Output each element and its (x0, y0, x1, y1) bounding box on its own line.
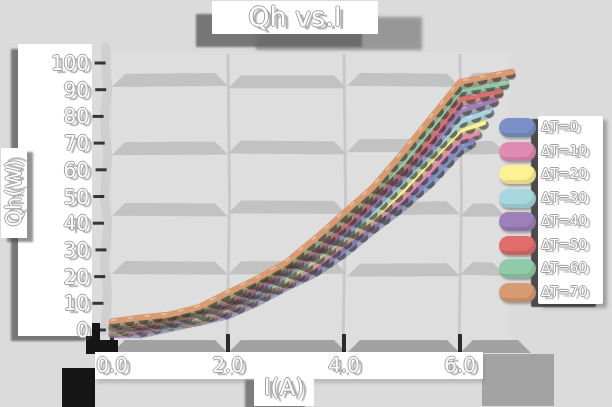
y-tick-label: 70 (63, 131, 89, 156)
y-tick-label: 10 (63, 291, 89, 316)
x-tick-label: 0.0 (96, 353, 128, 377)
x-axis-spine-segment (112, 340, 228, 353)
curve-line (109, 68, 516, 325)
v-gridline (341, 53, 348, 347)
legend-label: ΔT=20 (541, 166, 587, 182)
y-tick-label: 90 (63, 77, 89, 102)
h-gridline-band (460, 203, 506, 217)
legend-entry: ΔT=60 (538, 257, 603, 281)
h-gridline-band (112, 202, 228, 217)
legend-label: ΔT=10 (541, 142, 587, 159)
y-tick-label: 50 (63, 184, 89, 209)
y-tick-label: 30 (63, 237, 89, 262)
h-gridline-band (112, 260, 228, 275)
y-tick-label: 100 (50, 51, 89, 75)
y-tick-label: 40 (63, 211, 89, 236)
legend-label: ΔT=30 (541, 189, 587, 206)
label-shadow-block (62, 368, 95, 407)
h-gridline-band (228, 200, 347, 214)
legend-swatch (499, 118, 536, 137)
legend-entry: ΔT=10 (538, 140, 603, 164)
h-gridline-band (347, 263, 460, 277)
legend-swatch (499, 235, 536, 255)
y-axis-spine (99, 42, 113, 336)
legend-label: ΔT=60 (541, 260, 587, 276)
legend-entry: ΔT=20 (538, 163, 603, 187)
legend-swatch (499, 282, 536, 302)
chart-title: Qh vs.I (212, 1, 378, 34)
h-gridline-band (460, 261, 506, 276)
y-tick-label: 20 (63, 264, 89, 289)
y-axis-title: Qh(W) (1, 148, 27, 238)
y-tick-strip: 0 10 20 30 40 50 60 70 80 90 100 (18, 44, 92, 342)
legend-label: ΔT=40 (541, 213, 587, 229)
x-tick-label: 4.0 (328, 353, 360, 377)
legend-label: ΔT=0 (541, 119, 579, 135)
series-ΔT=70 (108, 68, 518, 330)
legend-swatch (499, 212, 536, 231)
y-tick-label: 0 (76, 318, 89, 342)
x-tick-label: 6.0 (444, 353, 476, 377)
legend-swatch (499, 259, 536, 278)
h-gridline-band (112, 141, 228, 156)
legend-label: ΔT=70 (541, 283, 587, 300)
axis-shadow-block (482, 354, 554, 406)
legend-entry: ΔT=30 (538, 187, 603, 211)
legend-label: ΔT=50 (541, 236, 587, 253)
x-axis-spine-segment (460, 340, 531, 353)
legend-entry: ΔT=40 (538, 210, 603, 234)
h-gridline-band (112, 72, 228, 87)
x-axis-spine-segment (347, 340, 460, 353)
legend-entry: ΔT=50 (538, 234, 603, 258)
legend-swatch (499, 188, 536, 208)
axis-corner-mark (86, 323, 118, 354)
curve-highlight (110, 69, 513, 322)
h-gridline-band (347, 72, 460, 87)
x-axis-spine-segment (228, 340, 347, 353)
legend-entry: ΔT=0 (538, 116, 603, 140)
x-axis-title: I(A) (254, 372, 314, 406)
legend-swatch (499, 165, 536, 184)
legend-entry: ΔT=70 (538, 281, 603, 305)
legend: ΔT=0 ΔT=10 ΔT=20 ΔT=30 ΔT=40 ΔT=50 ΔT=60 ΔT=70 (499, 116, 603, 305)
h-gridline-band (228, 140, 347, 155)
h-gridline-band (228, 75, 347, 89)
y-tick-label: 60 (63, 157, 89, 182)
y-tick-label: 80 (63, 104, 89, 129)
x-tick-label: 2.0 (212, 353, 244, 377)
legend-swatch (499, 141, 536, 161)
